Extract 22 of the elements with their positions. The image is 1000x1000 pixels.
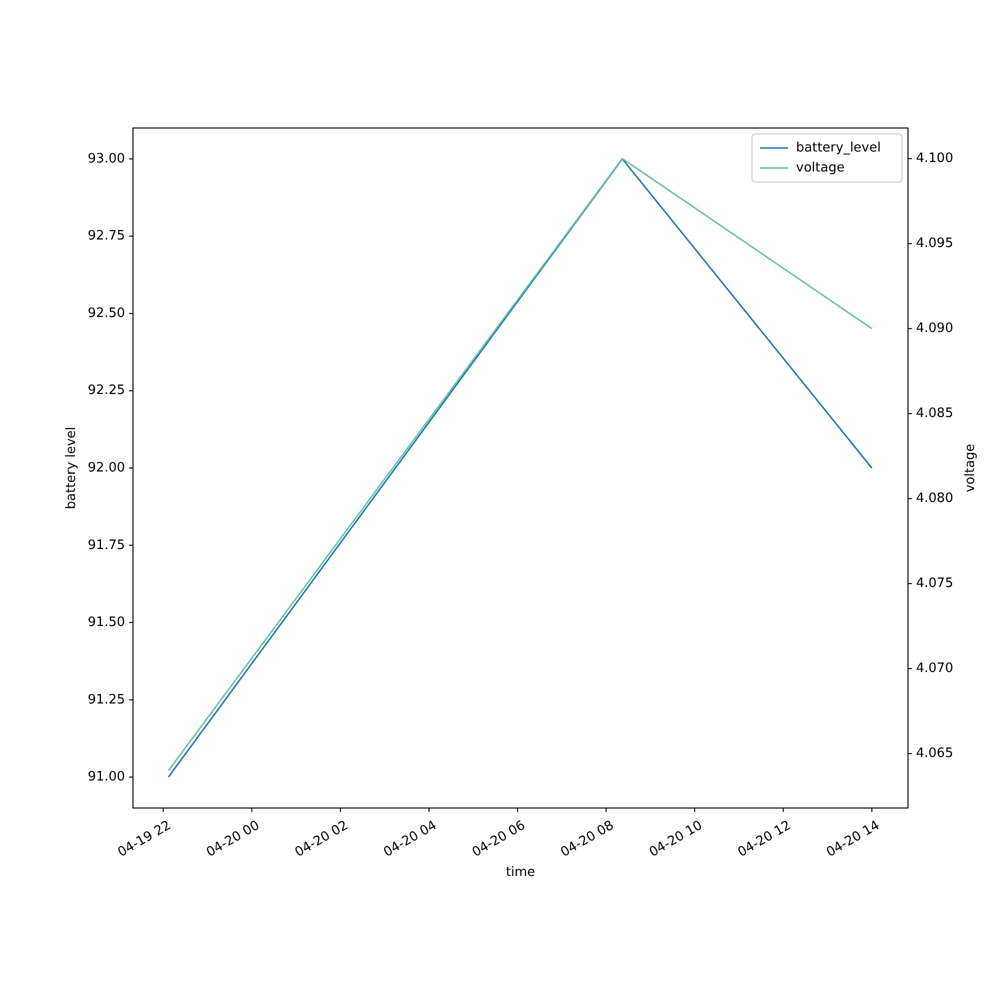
y2-tick-label: 4.065 bbox=[916, 746, 954, 762]
legend-label: voltage bbox=[796, 160, 845, 176]
y-tick-label: 92.50 bbox=[88, 306, 125, 321]
y2-tick-label: 4.085 bbox=[916, 406, 954, 422]
y-tick-label: 91.50 bbox=[88, 615, 125, 630]
y2-tick-label: 4.070 bbox=[916, 661, 954, 676]
y-tick-label: 92.00 bbox=[88, 460, 125, 476]
y2-tick-label: 4.090 bbox=[916, 321, 954, 336]
y-tick-label: 91.25 bbox=[88, 692, 125, 708]
y2-axis-title: voltage bbox=[963, 444, 978, 492]
y2-tick-label: 4.095 bbox=[916, 236, 954, 252]
y2-tick-label: 4.075 bbox=[916, 576, 954, 592]
y2-tick-label: 4.080 bbox=[916, 491, 954, 506]
y-tick-label: 92.75 bbox=[88, 228, 125, 244]
y-axis-title: battery level bbox=[64, 426, 79, 510]
y2-tick-label: 4.100 bbox=[916, 151, 954, 166]
y-tick-label: 91.00 bbox=[88, 770, 125, 785]
y-tick-label: 92.25 bbox=[88, 383, 125, 398]
y-tick-label: 91.75 bbox=[88, 538, 125, 553]
y-tick-label: 93.00 bbox=[88, 151, 125, 166]
legend-label: battery_level bbox=[796, 140, 881, 156]
x-axis-title: time bbox=[506, 865, 536, 880]
